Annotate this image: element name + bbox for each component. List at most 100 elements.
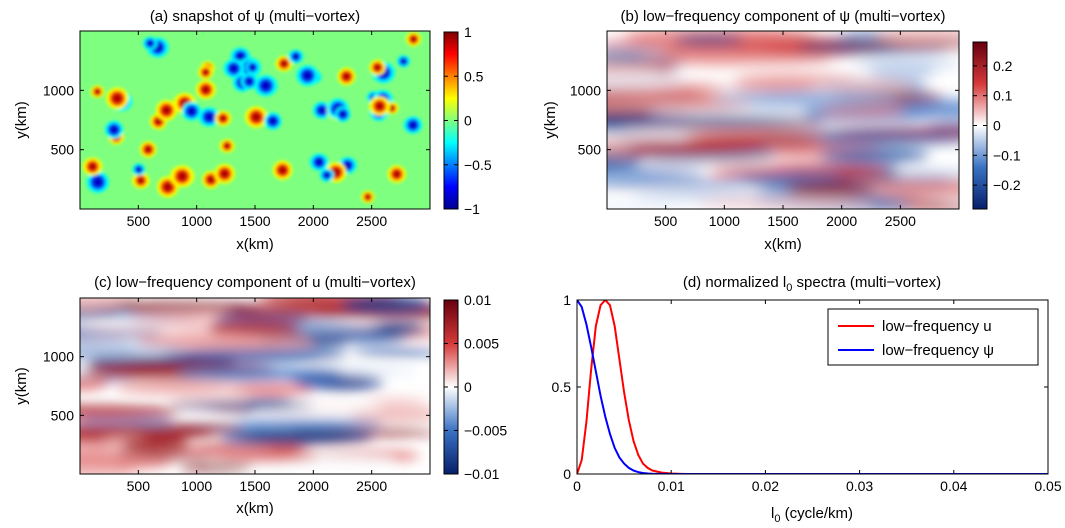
x-tick-label: 2000: [826, 213, 857, 229]
colorbar-tick-label: 0: [464, 113, 472, 129]
vortex-mark: [251, 112, 262, 122]
field-streak: [351, 348, 430, 356]
field-streak: [176, 367, 318, 381]
panel-d-xlabel-main: l: [771, 505, 774, 522]
panel-d-xlabel: l0 (cycle/km): [771, 505, 853, 525]
panel-c-xlabel: x(km): [236, 500, 274, 517]
vortex-mark: [302, 70, 313, 81]
colorbar-tick-label: −0.01: [464, 466, 500, 482]
panel-d-title-main: (d) normalized l: [683, 274, 786, 291]
field-streak: [80, 411, 174, 419]
vortex-mark: [137, 177, 145, 185]
panel-b: (b) low−frequency component of ψ (multi−…: [542, 8, 1021, 253]
colorbar-tick-label: −0.5: [464, 157, 492, 173]
vortex-mark: [144, 145, 152, 154]
vortex-mark: [245, 77, 253, 86]
panel-c-xticks: 500 1000 1500 2000 2500: [127, 298, 387, 494]
field-streak: [797, 43, 897, 53]
vortex-mark: [315, 158, 323, 167]
colorbar-tick-label: 0: [464, 379, 472, 395]
vortex-mark: [410, 35, 417, 43]
field-streak: [607, 71, 689, 89]
panel-a-xlabel: x(km): [236, 236, 274, 253]
field-streak: [365, 396, 430, 405]
field-streak: [80, 325, 191, 333]
field-streak: [800, 131, 959, 144]
panel-b-title: (b) low−frequency component of ψ (multi−…: [621, 8, 946, 25]
field-streak: [130, 424, 245, 435]
field-streak: [340, 298, 430, 313]
colorbar-tick-label: −1: [464, 201, 480, 217]
x-tick-label: 0.04: [940, 478, 967, 494]
x-tick-label: 1000: [181, 213, 212, 229]
field-streak: [875, 31, 959, 43]
panel-a-ylabel: y(km): [13, 101, 30, 139]
y-tick-label: 0: [563, 466, 571, 482]
vortex-mark: [323, 172, 330, 179]
field-streak: [121, 437, 190, 453]
field-streak: [607, 200, 681, 209]
x-tick-label: 500: [127, 213, 151, 229]
colorbar-tick-label: 0: [993, 118, 1001, 134]
colorbar-tick-label: −0.1: [993, 147, 1021, 163]
colorbar-tick-label: −0.005: [464, 423, 507, 439]
panel-c-title: (c) low−frequency component of u (multi−…: [94, 274, 416, 291]
field-streak: [683, 131, 827, 147]
panel-d-xticks: 0 0.01 0.02 0.03 0.04 0.05: [573, 300, 1062, 494]
field-streak: [207, 321, 301, 336]
panel-b-colorbar-ticks: 0.2 0.1 0 −0.1 −0.2: [973, 58, 1021, 193]
y-tick-label: 500: [51, 407, 75, 423]
field-streak: [607, 155, 641, 166]
field-streak: [728, 80, 823, 91]
vortex-mark: [219, 114, 227, 122]
x-tick-label: 1000: [709, 213, 740, 229]
colorbar-tick-label: 0.1: [993, 88, 1013, 104]
field-streak: [851, 58, 959, 69]
field-streak: [818, 148, 930, 163]
panel-c: (c) low−frequency component of u (multi−…: [13, 274, 507, 517]
field-streak: [136, 333, 315, 349]
field-streak: [607, 114, 688, 128]
vortex-mark: [278, 165, 287, 175]
panel-a-yticks: 500 1000: [43, 82, 430, 158]
panel-b-ylabel: y(km): [542, 101, 559, 139]
colorbar-tick-label: 0.005: [464, 336, 499, 352]
vortex-mark: [342, 72, 351, 81]
vortex-mark: [177, 171, 188, 182]
panel-d-xlabel-rest: (cycle/km): [780, 505, 853, 522]
vortex-mark: [92, 177, 103, 188]
field-streak: [607, 131, 708, 139]
panel-d-title-rest: spectra (multi−vortex): [792, 274, 941, 291]
panel-c-colorbar-ticks: 0.01 0.005 0 −0.005 −0.01: [444, 292, 507, 482]
field-streak: [80, 301, 260, 311]
vortex-mark: [147, 40, 154, 47]
y-tick-label: 1: [563, 292, 571, 308]
vortex-mark: [400, 58, 407, 65]
vortex-mark: [249, 64, 256, 71]
vortex-mark: [389, 105, 395, 111]
x-tick-label: 0.03: [846, 478, 873, 494]
panel-d-title: (d) normalized l0 spectra (multi−vortex): [683, 274, 941, 294]
panel-b-field: [607, 31, 959, 209]
vortex-mark: [260, 80, 271, 91]
vortex-mark: [136, 166, 142, 173]
field-streak: [669, 49, 753, 60]
panel-a-heatmap: [80, 31, 430, 209]
panel-b-yticks: 500 1000: [570, 82, 959, 158]
colorbar-tick-label: 1: [464, 24, 472, 40]
panel-d-legend: low−frequency u low−frequency ψ: [827, 308, 1039, 366]
vortex-mark: [229, 64, 238, 73]
vortex-mark: [343, 161, 352, 170]
panel-d-yticks: 00.51: [552, 292, 1048, 482]
field-streak: [712, 90, 900, 108]
y-tick-label: 500: [578, 142, 602, 158]
panel-d: (d) normalized l0 spectra (multi−vortex)…: [552, 274, 1062, 525]
panel-a-title: (a) snapshot of ψ (multi−vortex): [150, 8, 360, 25]
y-tick-label: 1000: [43, 82, 74, 98]
x-tick-label: 2000: [298, 213, 329, 229]
vortex-mark: [408, 121, 417, 129]
field-streak: [172, 401, 315, 410]
field-streak: [225, 383, 315, 395]
field-streak: [607, 47, 669, 57]
vortex-mark: [375, 101, 384, 111]
